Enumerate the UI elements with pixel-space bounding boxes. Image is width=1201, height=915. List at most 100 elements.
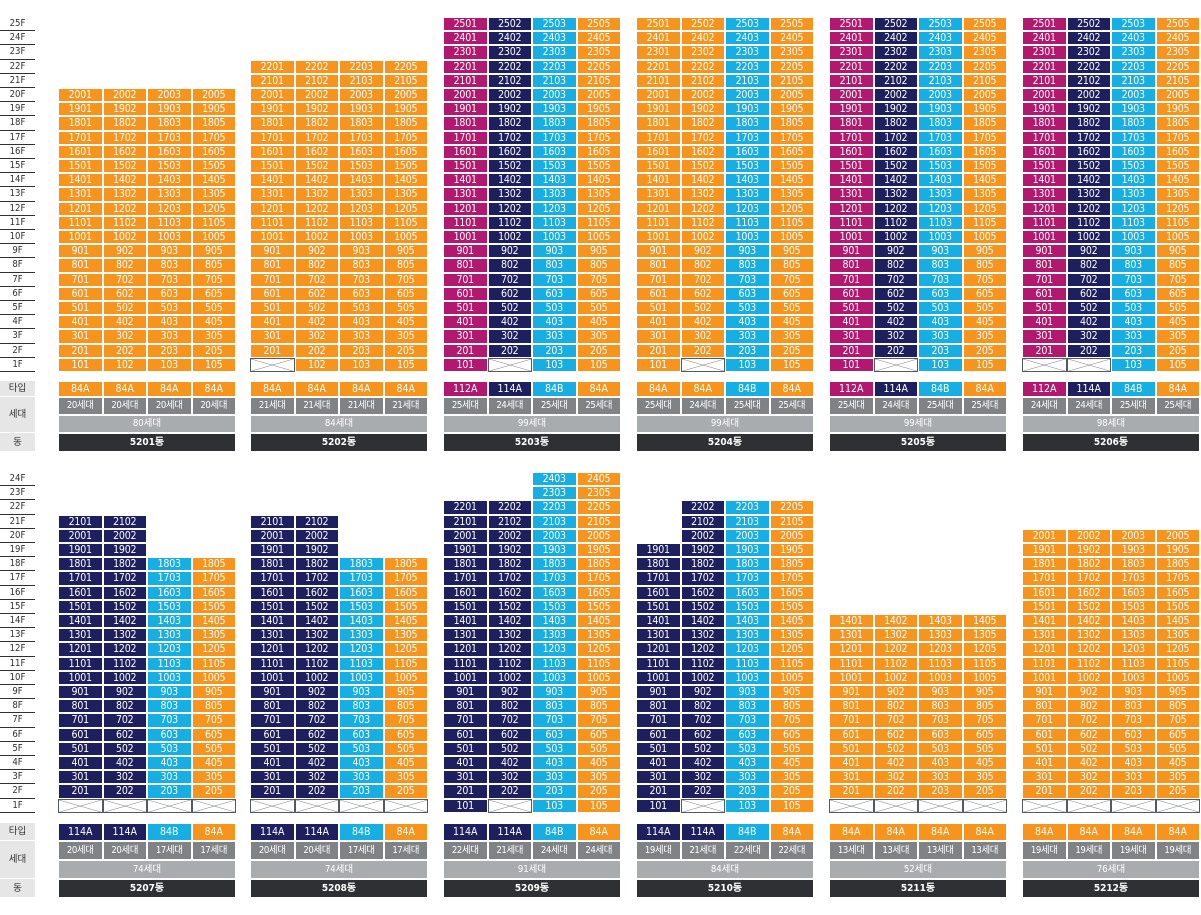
unit-cell[interactable]: 603 (1111, 727, 1156, 742)
unit-cell[interactable]: 603 (918, 286, 963, 301)
unit-cell[interactable]: 905 (769, 244, 814, 259)
unit-cell[interactable]: 1105 (769, 215, 814, 230)
unit-cell[interactable]: 1602 (102, 144, 147, 159)
unit-cell[interactable]: 301 (636, 770, 681, 785)
unit-cell[interactable]: 702 (680, 713, 725, 728)
unit-cell[interactable]: 1605 (962, 144, 1007, 159)
unit-cell[interactable]: 1203 (532, 642, 577, 657)
unit-cell[interactable]: 502 (1066, 301, 1111, 316)
unit-cell[interactable]: 805 (962, 258, 1007, 273)
unit-cell[interactable]: 1202 (680, 642, 725, 657)
unit-cell[interactable]: 1203 (918, 642, 963, 657)
unit-cell[interactable]: 503 (918, 301, 963, 316)
unit-cell[interactable]: 1803 (1111, 557, 1156, 572)
unit-cell[interactable]: 205 (191, 343, 236, 358)
unit-cell[interactable]: 203 (918, 784, 963, 799)
unit-cell[interactable]: 805 (1155, 699, 1200, 714)
unit-cell[interactable]: 1902 (1066, 543, 1111, 558)
unit-cell[interactable]: 702 (1066, 713, 1111, 728)
unit-cell[interactable]: 305 (769, 770, 814, 785)
unit-cell[interactable]: 503 (532, 741, 577, 756)
unit-cell[interactable]: 2103 (532, 514, 577, 529)
unit-cell[interactable]: 1503 (725, 159, 770, 174)
unit-cell[interactable]: 902 (680, 244, 725, 259)
unit-cell[interactable]: 1705 (576, 571, 621, 586)
unit-cell[interactable]: 2102 (294, 514, 339, 529)
unit-cell[interactable]: 1301 (443, 628, 488, 643)
unit-cell[interactable]: 502 (102, 301, 147, 316)
unit-cell[interactable]: 1802 (873, 116, 918, 131)
unit-cell[interactable]: 605 (576, 727, 621, 742)
unit-cell[interactable]: 1601 (250, 144, 295, 159)
unit-cell[interactable]: 903 (339, 685, 384, 700)
unit-cell[interactable]: 401 (829, 756, 874, 771)
unit-cell[interactable]: 302 (294, 329, 339, 344)
unit-cell[interactable]: 902 (102, 244, 147, 259)
unit-cell[interactable]: 603 (147, 727, 192, 742)
unit-cell[interactable]: 1205 (576, 201, 621, 216)
unit-cell[interactable]: 1402 (1066, 173, 1111, 188)
unit-cell[interactable]: 1503 (339, 159, 384, 174)
unit-cell[interactable]: 901 (636, 685, 681, 700)
unit-cell[interactable]: 2005 (1155, 528, 1200, 543)
unit-cell[interactable]: 1802 (487, 557, 532, 572)
unit-cell[interactable]: 501 (636, 301, 681, 316)
unit-cell[interactable]: 2005 (962, 88, 1007, 103)
unit-cell[interactable]: 802 (680, 699, 725, 714)
unit-cell[interactable]: 2202 (487, 500, 532, 515)
unit-cell[interactable]: 1101 (829, 215, 874, 230)
unit-cell[interactable]: 401 (58, 315, 103, 330)
unit-cell[interactable]: 2102 (487, 73, 532, 88)
unit-cell[interactable]: 1805 (191, 116, 236, 131)
unit-cell[interactable]: 2001 (250, 528, 295, 543)
unit-cell[interactable]: 803 (339, 258, 384, 273)
unit-cell[interactable]: 2403 (1111, 31, 1156, 46)
unit-cell[interactable]: 1705 (769, 130, 814, 145)
unit-cell[interactable]: 1502 (873, 159, 918, 174)
unit-cell[interactable]: 2403 (918, 31, 963, 46)
unit-cell[interactable]: 1901 (250, 543, 295, 558)
unit-cell[interactable]: 205 (962, 784, 1007, 799)
unit-cell[interactable]: 205 (769, 343, 814, 358)
unit-cell[interactable]: 1103 (147, 215, 192, 230)
unit-cell[interactable]: 905 (576, 244, 621, 259)
unit-cell[interactable]: 105 (1155, 357, 1200, 372)
unit-cell[interactable]: 602 (873, 727, 918, 742)
unit-cell[interactable]: 2102 (1066, 73, 1111, 88)
unit-cell[interactable]: 1005 (576, 230, 621, 245)
unit-cell[interactable]: 802 (680, 258, 725, 273)
unit-cell[interactable]: 1403 (725, 614, 770, 629)
unit-cell[interactable]: 2005 (769, 528, 814, 543)
unit-cell[interactable]: 1505 (576, 159, 621, 174)
unit-cell[interactable]: 205 (769, 784, 814, 799)
unit-cell[interactable]: 1301 (1022, 187, 1067, 202)
unit-cell[interactable]: 1205 (576, 642, 621, 657)
unit-cell[interactable]: 1102 (487, 215, 532, 230)
unit-cell[interactable]: 1802 (680, 557, 725, 572)
unit-cell[interactable]: 403 (725, 756, 770, 771)
unit-cell[interactable]: 1401 (250, 173, 295, 188)
unit-cell[interactable]: 505 (191, 741, 236, 756)
unit-cell[interactable]: 1302 (873, 187, 918, 202)
unit-cell[interactable]: 1201 (250, 201, 295, 216)
unit-cell[interactable]: 402 (294, 315, 339, 330)
unit-cell[interactable]: 1005 (191, 670, 236, 685)
unit-cell[interactable]: 405 (962, 315, 1007, 330)
unit-cell[interactable]: 301 (829, 329, 874, 344)
unit-cell[interactable]: 503 (532, 301, 577, 316)
unit-cell[interactable]: 2005 (191, 88, 236, 103)
unit-cell[interactable]: 203 (1111, 784, 1156, 799)
unit-cell[interactable]: 1901 (636, 102, 681, 117)
unit-cell[interactable]: 1205 (383, 201, 428, 216)
unit-cell[interactable]: 1403 (147, 614, 192, 629)
unit-cell[interactable]: 201 (829, 343, 874, 358)
unit-cell[interactable]: 2103 (339, 73, 384, 88)
unit-cell[interactable]: 1602 (294, 144, 339, 159)
unit-cell[interactable]: 1003 (532, 670, 577, 685)
unit-cell[interactable]: 2303 (532, 486, 577, 501)
unit-cell[interactable]: 1301 (58, 628, 103, 643)
unit-cell[interactable]: 1405 (769, 614, 814, 629)
unit-cell[interactable]: 1701 (636, 130, 681, 145)
unit-cell[interactable]: 503 (1111, 741, 1156, 756)
unit-cell[interactable]: 1505 (1155, 159, 1200, 174)
